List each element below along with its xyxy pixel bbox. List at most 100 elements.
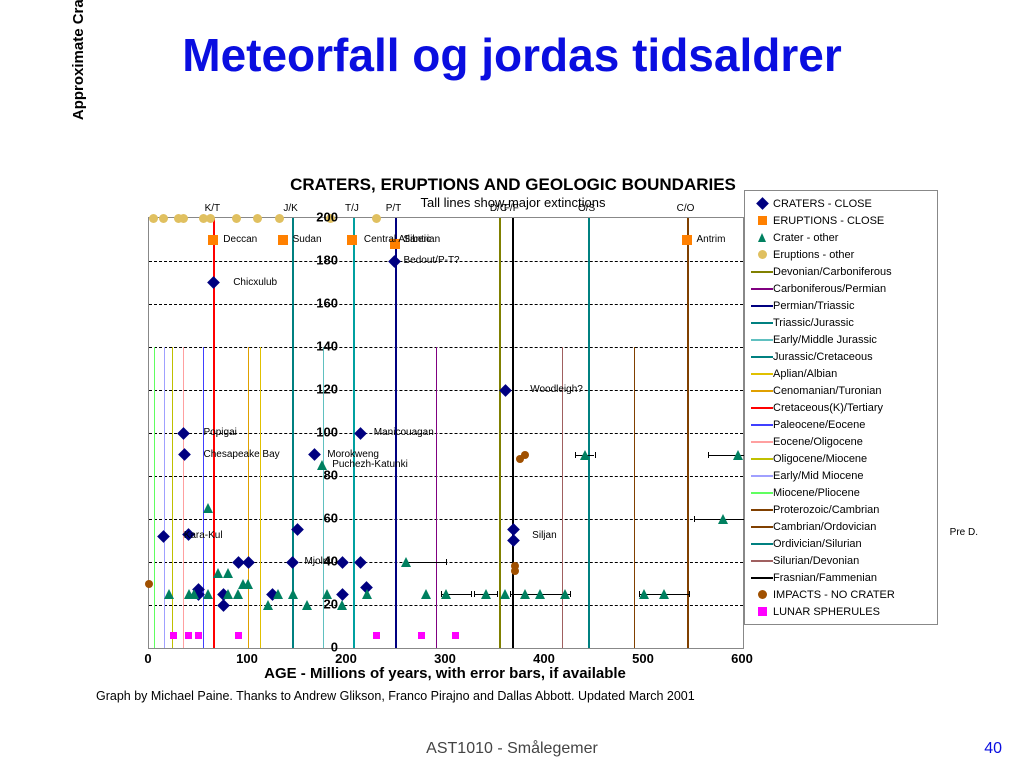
data-point-impacts_no_crater <box>521 451 529 459</box>
boundary-label: K/T <box>205 203 221 214</box>
legend-item: Eruptions - other <box>751 246 931 263</box>
legend-label: Aplian/Albian <box>773 368 931 380</box>
data-point-crater_other <box>500 589 510 599</box>
line-icon <box>751 373 773 375</box>
legend-label: Devonian/Carboniferous <box>773 266 931 278</box>
legend-item: Cenomanian/Turonian <box>751 382 931 399</box>
data-point-crater_other <box>223 589 233 599</box>
boundary-label: C/O <box>677 203 695 214</box>
data-point-crater_other <box>441 589 451 599</box>
data-point-crater_other <box>223 568 233 578</box>
line-icon <box>751 509 773 511</box>
data-point-craters_close <box>286 556 299 569</box>
data-point-craters_close <box>207 276 220 289</box>
data-point-crater_other <box>401 557 411 567</box>
legend-item: Eocene/Oligocene <box>751 433 931 450</box>
legend-item: Oligocene/Miocene <box>751 450 931 467</box>
data-point-impacts_no_crater <box>145 580 153 588</box>
legend-label: Proterozoic/Cambrian <box>773 504 931 516</box>
data-point-crater_other <box>733 450 743 460</box>
boundary-line <box>436 347 437 648</box>
annotation-label: Siljan <box>532 530 556 541</box>
data-point-crater_other <box>718 514 728 524</box>
data-point-crater_other <box>580 450 590 460</box>
boundary-line <box>292 218 294 648</box>
chart-caption: Graph by Michael Paine. Thanks to Andrew… <box>96 689 695 703</box>
data-point-eruptions_close <box>278 235 288 245</box>
data-point-crater_other <box>203 503 213 513</box>
boundary-label: P/T <box>386 203 402 214</box>
x-tick-label: 400 <box>533 651 555 666</box>
legend-label: CRATERS - CLOSE <box>773 198 931 210</box>
line-icon <box>751 526 773 528</box>
pre-d-label: Pre D. <box>950 527 978 538</box>
line-icon <box>751 543 773 545</box>
legend-label: Cambrian/Ordovician <box>773 521 931 533</box>
y-axis-label: Approximate Crater Diameter (km) <box>70 0 87 213</box>
annotation-label: Puchezh-Katunki <box>332 459 408 470</box>
legend-item: Early/Middle Jurassic <box>751 331 931 348</box>
data-point-craters_close <box>157 530 170 543</box>
legend-label: Ordivician/Silurian <box>773 538 931 550</box>
triangle-icon <box>751 233 773 242</box>
line-icon <box>751 441 773 443</box>
line-icon <box>751 560 773 562</box>
y-tick-label: 120 <box>316 382 338 397</box>
line-icon <box>751 356 773 358</box>
legend-label: Triassic/Jurassic <box>773 317 931 329</box>
legend-item: Cretaceous(K)/Tertiary <box>751 399 931 416</box>
legend-item: Crater - other <box>751 229 931 246</box>
data-point-eruptions_close <box>208 235 218 245</box>
legend-label: Crater - other <box>773 232 931 244</box>
legend-label: Oligocene/Miocene <box>773 453 931 465</box>
line-icon <box>751 424 773 426</box>
legend-label: Miocene/Pliocene <box>773 487 931 499</box>
data-point-crater_other <box>421 589 431 599</box>
x-tick-label: 0 <box>144 651 151 666</box>
data-point-lunar_spherules <box>170 632 177 639</box>
data-point-crater_other <box>189 589 199 599</box>
boundary-label: F/F <box>504 203 519 214</box>
legend-label: Permian/Triassic <box>773 300 931 312</box>
line-icon <box>751 458 773 460</box>
legend-label: ERUPTIONS - CLOSE <box>773 215 931 227</box>
data-point-craters_close <box>354 556 367 569</box>
legend-label: Eruptions - other <box>773 249 931 261</box>
annotation-label: Manicouagan <box>374 427 434 438</box>
data-point-lunar_spherules <box>185 632 192 639</box>
line-icon <box>751 322 773 324</box>
annotation-label: Chesapeake Bay <box>204 449 280 460</box>
legend-label: LUNAR SPHERULES <box>773 606 931 618</box>
data-point-crater_other <box>164 589 174 599</box>
annotation-label: Morokweng <box>327 449 379 460</box>
line-icon <box>751 305 773 307</box>
data-point-lunar_spherules <box>235 632 242 639</box>
data-point-eruptions_other <box>206 214 215 223</box>
data-point-eruptions_other <box>159 214 168 223</box>
data-point-crater_other <box>362 589 372 599</box>
data-point-crater_other <box>203 589 213 599</box>
data-point-crater_other <box>263 600 273 610</box>
data-point-craters_close <box>217 599 230 612</box>
sq-small-icon <box>751 607 773 616</box>
slide-title: Meteorfall og jordas tidsaldrer <box>0 0 1024 82</box>
data-point-eruptions_other <box>149 214 158 223</box>
boundary-line <box>687 218 689 648</box>
boundary-line <box>203 347 204 648</box>
legend-item: Miocene/Pliocene <box>751 484 931 501</box>
boundary-line <box>172 347 173 648</box>
boundary-line <box>183 347 184 648</box>
legend-item: Paleocene/Eocene <box>751 416 931 433</box>
legend-item: Silurian/Devonian <box>751 552 931 569</box>
data-point-eruptions_close <box>347 235 357 245</box>
annotation-label: Bedout/P-T? <box>403 255 459 266</box>
data-point-crater_other <box>337 600 347 610</box>
y-tick-label: 180 <box>316 253 338 268</box>
legend-label: Carboniferous/Permian <box>773 283 931 295</box>
y-tick-label: 40 <box>324 554 338 569</box>
footer-text: AST1010 - Smålegemer <box>0 740 1024 758</box>
x-tick-label: 100 <box>236 651 258 666</box>
boundary-label: O/S <box>578 203 595 214</box>
legend-label: Early/Mid Miocene <box>773 470 931 482</box>
annotation-label: Siberian <box>403 234 440 245</box>
